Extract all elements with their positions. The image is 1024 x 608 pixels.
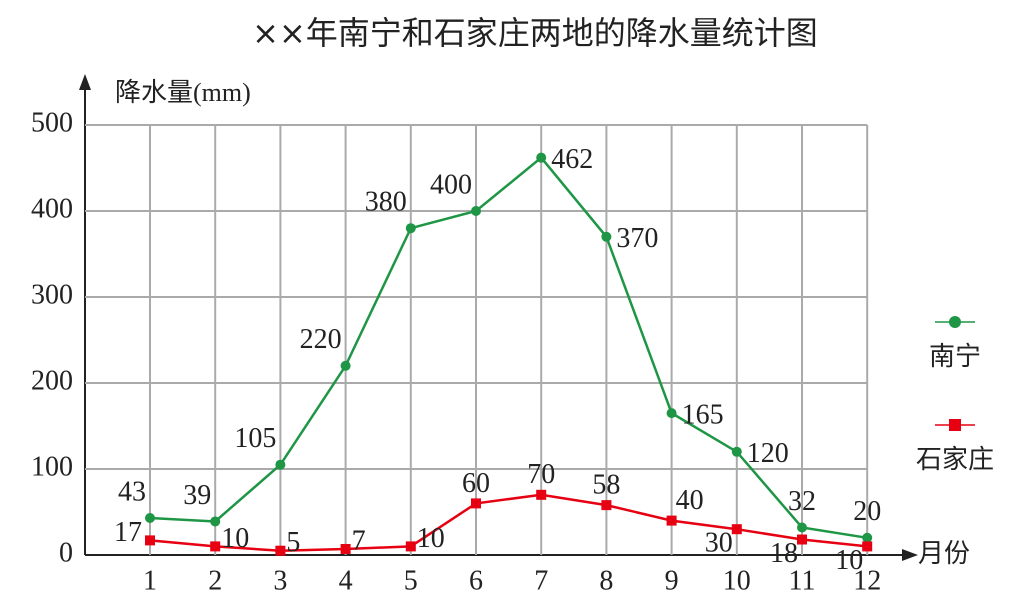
data-label: 70 — [527, 459, 555, 490]
data-label: 17 — [114, 517, 142, 548]
data-label: 220 — [300, 324, 342, 355]
data-label: 400 — [430, 169, 472, 200]
data-point — [731, 524, 742, 535]
data-point — [536, 152, 547, 163]
data-point — [275, 545, 286, 556]
data-point — [666, 515, 677, 526]
legend-marker — [949, 316, 961, 328]
data-label: 20 — [853, 496, 881, 527]
data-point — [275, 459, 286, 470]
data-label: 32 — [788, 486, 816, 517]
data-point — [145, 513, 155, 524]
data-point — [536, 489, 547, 500]
data-point — [405, 223, 416, 234]
data-label: 380 — [365, 187, 407, 218]
y-tick-label: 100 — [31, 451, 73, 482]
data-point — [471, 498, 481, 509]
data-point — [862, 541, 873, 552]
data-label: 43 — [118, 476, 146, 507]
data-label: 10 — [835, 545, 863, 576]
y-axis-label: 降水量(mm) — [115, 78, 251, 107]
data-point — [471, 206, 481, 216]
data-point — [340, 543, 351, 554]
x-tick-label: 9 — [665, 565, 679, 596]
series-line — [149, 155, 868, 540]
data-point — [405, 541, 416, 552]
data-label: 5 — [286, 527, 300, 558]
data-label: 18 — [770, 538, 798, 569]
series-line — [149, 493, 868, 552]
x-tick-label: 2 — [208, 565, 222, 596]
data-point — [601, 500, 612, 511]
x-tick-label: 6 — [469, 565, 483, 596]
y-tick-label: 200 — [31, 365, 73, 396]
legend-label: 南宁 — [929, 342, 981, 371]
data-label: 60 — [462, 468, 490, 499]
y-tick-label: 0 — [59, 537, 73, 568]
data-label: 370 — [616, 223, 658, 254]
data-label: 462 — [551, 144, 593, 175]
x-tick-label: 4 — [339, 565, 353, 596]
y-axis-arrow — [79, 74, 91, 90]
x-axis-arrow — [902, 549, 918, 561]
data-label: 30 — [705, 528, 733, 559]
data-point — [210, 541, 221, 552]
y-tick-label: 400 — [31, 193, 73, 224]
x-tick-label: 8 — [599, 565, 613, 596]
x-tick-label: 7 — [534, 565, 548, 596]
x-axis-label: 月份 — [918, 539, 970, 568]
data-point — [666, 408, 677, 419]
legend-label: 石家庄 — [916, 445, 994, 474]
data-label: 58 — [592, 470, 620, 501]
y-tick-label: 300 — [31, 279, 73, 310]
y-tick-label: 500 — [31, 107, 73, 138]
data-label: 105 — [234, 423, 276, 454]
data-point — [862, 532, 873, 543]
data-label: 39 — [183, 480, 211, 511]
x-tick-label: 3 — [273, 565, 287, 596]
x-tick-label: 12 — [853, 565, 881, 596]
data-point — [797, 534, 807, 545]
data-label: 7 — [352, 525, 366, 556]
data-label: 40 — [676, 485, 704, 516]
data-label: 10 — [417, 523, 445, 554]
data-label: 165 — [682, 400, 724, 431]
legend-marker — [949, 419, 961, 431]
data-point — [601, 231, 612, 242]
x-tick-label: 5 — [404, 565, 418, 596]
x-tick-label: 11 — [789, 565, 816, 596]
data-point — [145, 535, 155, 546]
data-point — [731, 446, 742, 457]
data-label: 120 — [747, 438, 789, 469]
data-point — [797, 522, 807, 533]
data-point — [210, 516, 221, 527]
x-tick-label: 10 — [723, 565, 751, 596]
data-point — [340, 360, 351, 371]
data-label: 10 — [221, 523, 249, 554]
chart-title: ××年南宁和石家庄两地的降水量统计图 — [252, 14, 818, 52]
x-tick-label: 1 — [143, 565, 157, 596]
